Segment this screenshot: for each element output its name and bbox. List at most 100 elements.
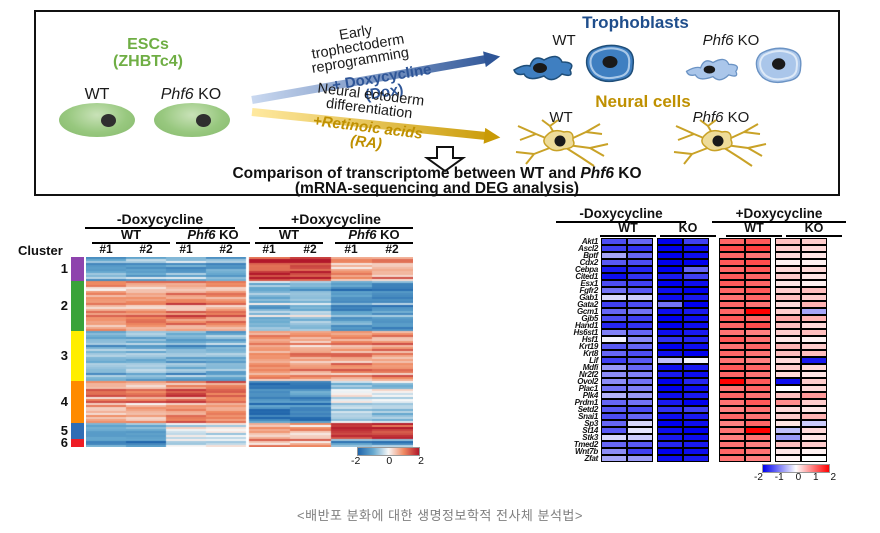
gene-cell	[657, 427, 683, 434]
gene-cell	[601, 336, 627, 343]
gene-cell	[719, 308, 745, 315]
gene-cell	[719, 301, 745, 308]
gene-cell	[657, 385, 683, 392]
gene-cell	[627, 350, 653, 357]
gene-label-Hsf1: Hsf1	[581, 335, 598, 344]
cluster-row-2: 2	[40, 281, 86, 331]
gene-cell	[801, 252, 827, 259]
left-scale-tick: -2	[351, 455, 361, 467]
retinoic-acid-arrow	[251, 108, 501, 144]
gene-cell	[745, 399, 771, 406]
gene-cell	[745, 427, 771, 434]
gene-cell	[601, 301, 627, 308]
gene-cell	[801, 441, 827, 448]
gene-cell	[775, 308, 801, 315]
gene-cell	[657, 448, 683, 455]
esc-cell-wt-nucleus	[101, 114, 116, 127]
gene-label-Fgfr2: Fgfr2	[579, 286, 598, 295]
gene-row-Bptf: Bptf	[520, 252, 827, 260]
gene-cell	[775, 392, 801, 399]
gene-cell	[719, 322, 745, 329]
gene-cell	[627, 273, 653, 280]
troph-wt-label: WT	[552, 32, 576, 49]
gene-row-Gata2: Gata2	[520, 301, 827, 309]
left-heatmap-col-wt-plus: WT	[255, 227, 323, 244]
gene-cell	[657, 441, 683, 448]
gene-label-Ovol2: Ovol2	[577, 377, 598, 386]
gene-cell	[657, 287, 683, 294]
gene-cell	[775, 385, 801, 392]
gene-cell	[657, 336, 683, 343]
sample-label-8: #2	[385, 242, 399, 256]
gene-cell	[683, 336, 709, 343]
esc-title-line2: (ZHBTc4)	[113, 53, 183, 70]
gene-label-Stk3: Stk3	[582, 433, 598, 442]
gene-cell	[775, 273, 801, 280]
cluster-title: Cluster	[18, 243, 63, 258]
esc-cell-wt	[59, 103, 135, 137]
gene-cell	[801, 238, 827, 245]
gene-label-St14: St14	[582, 426, 598, 435]
gene-cell	[627, 448, 653, 455]
gene-cell	[719, 336, 745, 343]
down-arrow-icon	[424, 146, 466, 172]
trophoblast-wt-round-cell	[585, 44, 635, 83]
gene-cell	[683, 392, 709, 399]
gene-cell	[657, 329, 683, 336]
gene-row-Ovol2: Ovol2	[520, 377, 827, 386]
gene-cell	[601, 287, 627, 294]
gene-cell	[683, 427, 709, 434]
gene-cell	[657, 378, 683, 385]
gene-cell	[683, 322, 709, 329]
gene-cell	[719, 350, 745, 357]
gene-cell	[745, 406, 771, 413]
gene-cell	[775, 364, 801, 371]
right-heatmap-group-plus-dox: +Doxycycline	[712, 206, 846, 223]
gene-label-Cited1: Cited1	[575, 272, 598, 281]
troph-ko-label: Phf6 KO	[686, 33, 776, 49]
gene-cell	[657, 259, 683, 266]
gene-cell	[683, 343, 709, 350]
gene-row-Esx1: Esx1	[520, 279, 827, 288]
right-colorscale-bar	[762, 464, 830, 473]
gene-cell	[745, 413, 771, 420]
left-heatmap-col-ko-plus: Phf6 KO	[335, 227, 413, 244]
doxycycline-arrow	[251, 51, 501, 104]
gene-row-Akt1: Akt1	[520, 238, 827, 246]
gene-cell	[775, 420, 801, 427]
gene-label-Cebpa: Cebpa	[575, 265, 598, 274]
gene-cell	[801, 364, 827, 371]
gene-cell	[745, 322, 771, 329]
gene-cell	[601, 273, 627, 280]
gene-row-Gab1: Gab1	[520, 294, 827, 302]
gene-cell	[601, 350, 627, 357]
gene-cell	[627, 315, 653, 322]
gene-cell	[719, 357, 745, 364]
gene-cell	[745, 280, 771, 287]
gene-cell	[745, 364, 771, 371]
gene-cell	[719, 406, 745, 413]
gene-cell	[775, 336, 801, 343]
gene-label-Mdfi: Mdfi	[582, 363, 599, 372]
cluster-swatch-6	[71, 439, 84, 447]
gene-cell	[801, 406, 827, 413]
gene-row-Gcm1: Gcm1	[520, 308, 827, 316]
gene-cell	[719, 420, 745, 427]
gene-cell	[601, 280, 627, 287]
gene-row-Zfat: Zfat	[520, 454, 827, 463]
cluster-label-1: 1	[60, 261, 68, 276]
gene-row-Fgfr2: Fgfr2	[520, 286, 827, 295]
gene-cell	[601, 371, 627, 378]
gene-label-Nr2f2: Nr2f2	[579, 370, 598, 379]
gene-label-Sp3: Sp3	[584, 419, 598, 428]
gene-cell	[775, 378, 801, 385]
gene-cell	[719, 448, 745, 455]
gene-cell	[683, 266, 709, 273]
gene-cell	[801, 287, 827, 294]
gene-cell	[719, 329, 745, 336]
gene-label-Zfat: Zfat	[584, 454, 599, 463]
right-colorscale-ticks: -2 -1 0 1 2	[754, 472, 836, 483]
gene-label-Esx1: Esx1	[580, 279, 599, 288]
right-heatmap-col-ko-plus: KO	[786, 221, 842, 237]
gene-cell	[683, 238, 709, 245]
